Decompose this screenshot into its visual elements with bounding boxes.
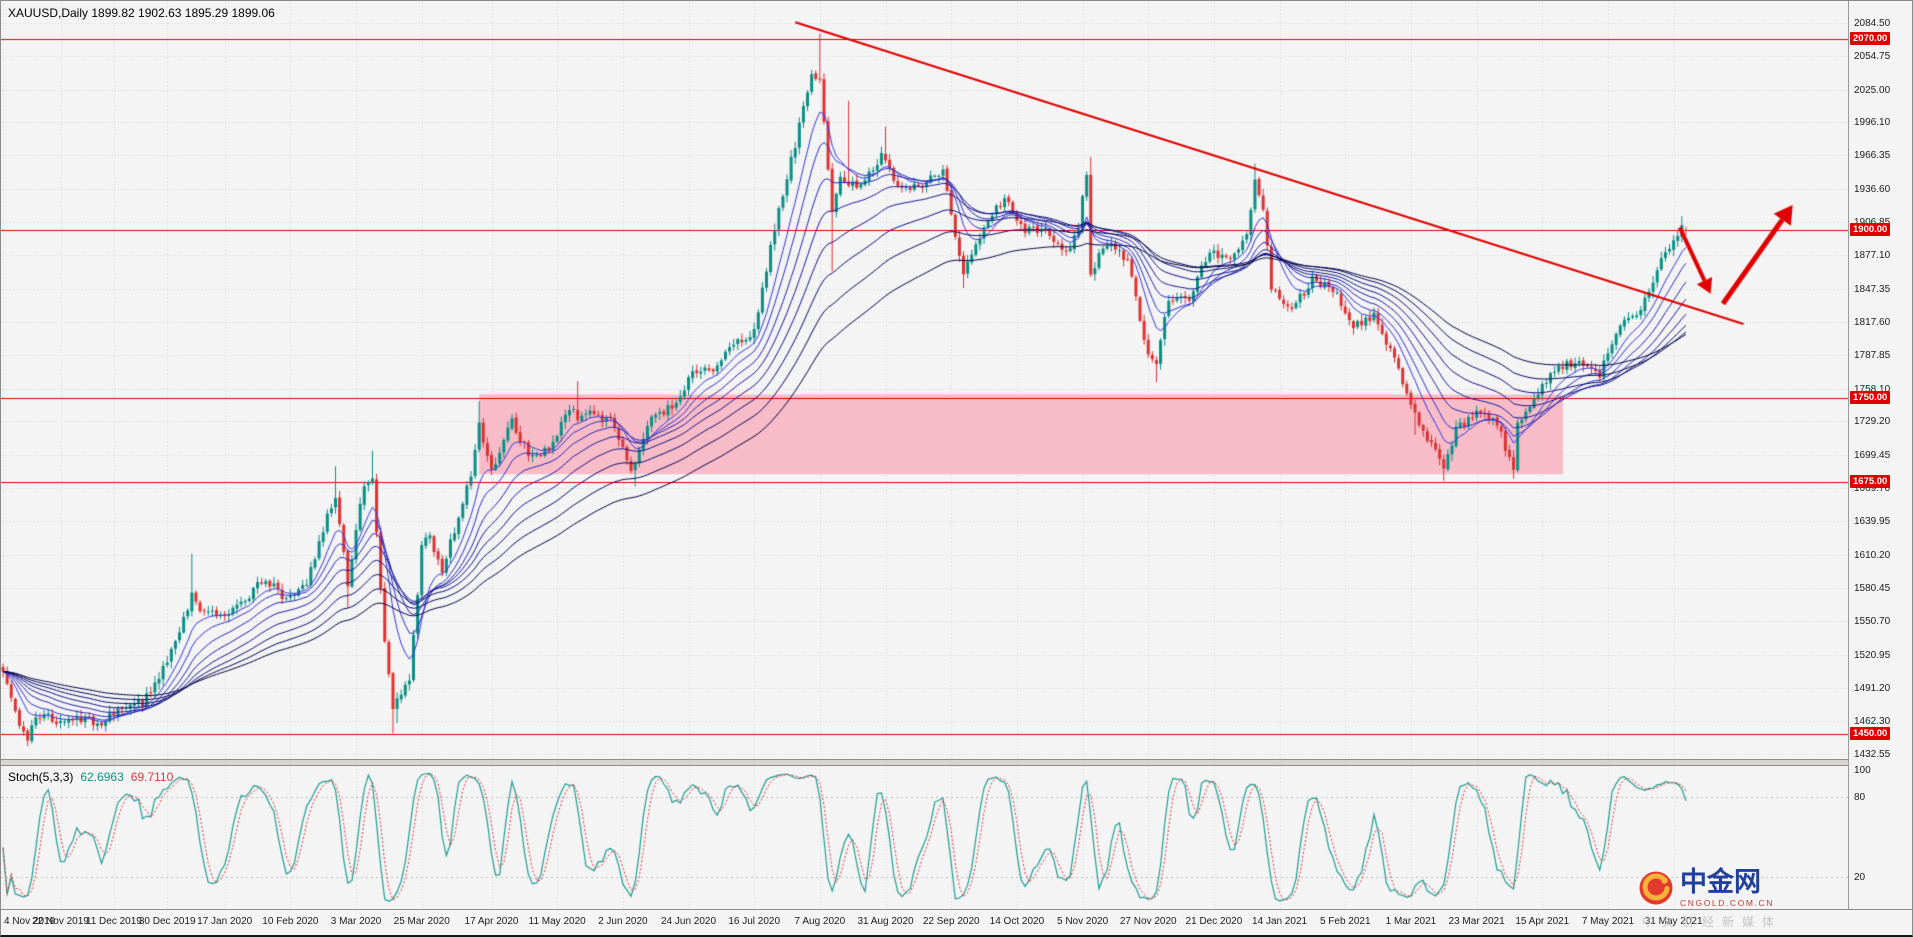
- price-axis-label: 1580.45: [1854, 583, 1891, 595]
- price-level-tag: 1750.00: [1850, 390, 1891, 404]
- date-axis-label: 14 Oct 2020: [989, 916, 1045, 927]
- price-axis-label: 1877.10: [1854, 250, 1891, 262]
- stochastic-label: Stoch(5,3,3) 62.6963 69.7110: [8, 770, 180, 784]
- stochastic-canvas[interactable]: [1, 766, 1850, 909]
- stoch-name: Stoch(5,3,3): [8, 770, 74, 784]
- price-axis-label: 1550.70: [1854, 616, 1891, 628]
- date-axis-label: 10 Feb 2020: [262, 916, 319, 927]
- cngold-logo-text: 中金网 CNGOLD.COM.CN: [1680, 869, 1774, 908]
- price-axis-label: 1906.85: [1854, 217, 1890, 228]
- price-level-tag: 1675.00: [1850, 475, 1891, 489]
- cngold-watermark: 中金网 CNGOLD.COM.CN: [1639, 869, 1774, 908]
- price-axis-label: 1787.85: [1854, 350, 1891, 362]
- date-axis-label: 27 Nov 2020: [1119, 916, 1177, 927]
- date-axis-label: 4 Nov 2019: [4, 916, 56, 927]
- date-axis-label: 17 Jan 2020: [197, 916, 253, 927]
- price-axis-label: 1669.70: [1854, 482, 1891, 494]
- date-axis-label: 17 Apr 2020: [464, 916, 519, 927]
- price-axis-label: 1432.55: [1854, 748, 1891, 760]
- price-level-tag: 2070.00: [1850, 32, 1891, 46]
- price-axis-label: 1729.20: [1854, 416, 1891, 428]
- price-axis-label: 1936.60: [1854, 183, 1891, 195]
- date-axis-label: 22 Sep 2020: [922, 916, 980, 927]
- date-axis-label: 11 Dec 2019: [85, 916, 142, 927]
- cngold-logo-icon: [1639, 871, 1673, 905]
- price-axis-label: 2025.00: [1854, 84, 1891, 96]
- price-chart-canvas[interactable]: [1, 1, 1850, 759]
- price-axis-label: 1966.35: [1854, 150, 1891, 162]
- date-axis-label: 7 May 2021: [1581, 916, 1635, 927]
- date-axis-label: 5 Nov 2020: [1056, 916, 1109, 927]
- date-axis-label: 30 Dec 2019: [138, 916, 196, 927]
- date-axis-label: 22 Nov 2019: [32, 916, 89, 927]
- date-axis-label: 7 Aug 2020: [794, 916, 846, 927]
- date-axis-label: 25 Mar 2020: [393, 916, 450, 927]
- date-axis-label: 15 Apr 2021: [1515, 916, 1570, 927]
- stoch-k-value: 62.6963: [80, 770, 124, 784]
- date-axis-label: 31 May 2021: [1644, 916, 1703, 927]
- price-axis-label: 1491.20: [1854, 683, 1891, 695]
- symbol-ohlc-label: XAUUSD,Daily 1899.82 1902.63 1895.29 189…: [8, 6, 275, 20]
- price-axis-label: 1758.10: [1854, 383, 1891, 395]
- price-axis-label: 2054.75: [1854, 51, 1891, 63]
- date-axis-label: 21 Dec 2020: [1185, 916, 1243, 927]
- stoch-axis-label: 20: [1854, 872, 1866, 884]
- price-axis[interactable]: 2084.50 2054.75 2025.00 1996.10 1966.35 1936.…: [1848, 1, 1912, 909]
- symbol-title-text: XAUUSD,Daily 1899.82 1902.63 1895.29 189…: [8, 6, 275, 20]
- date-axis-label: 24 Jun 2020: [660, 916, 717, 927]
- stoch-axis-label: 100: [1854, 765, 1871, 776]
- price-level-tag: 1450.00: [1850, 727, 1891, 741]
- price-axis-label: 1610.20: [1854, 549, 1891, 561]
- time-axis[interactable]: 4 Nov 2019 22 Nov 2019 11 Dec 2019 30 Dec 2…: [1, 909, 1912, 935]
- price-axis-label: 1817.60: [1854, 317, 1891, 329]
- stoch-axis-label: 80: [1854, 791, 1866, 803]
- brand-domain: CNGOLD.COM.CN: [1680, 898, 1774, 908]
- date-axis-label: 14 Jan 2021: [1252, 916, 1308, 927]
- price-axis-label: 1847.35: [1854, 283, 1891, 295]
- pane-separator[interactable]: [1, 759, 1912, 766]
- watermark-tagline: 中文财经新媒体: [1641, 915, 1782, 929]
- date-axis-label: 31 Aug 2020: [857, 916, 914, 927]
- price-axis-label: 1639.95: [1854, 516, 1891, 528]
- date-axis-label: 3 Mar 2020: [330, 916, 382, 927]
- price-axis-label: 1462.30: [1854, 715, 1891, 727]
- price-axis-label: 1699.45: [1854, 449, 1891, 461]
- date-axis-label: 16 Jul 2020: [728, 916, 781, 927]
- stoch-d-value: 69.7110: [130, 770, 174, 784]
- date-axis-label: 5 Feb 2021: [1319, 916, 1371, 927]
- date-axis-label: 23 Mar 2021: [1448, 916, 1505, 927]
- price-axis-label: 2084.50: [1854, 17, 1891, 29]
- date-axis-label: 11 May 2020: [528, 916, 586, 927]
- price-level-tag: 1900.00: [1850, 222, 1891, 236]
- date-axis-label: 2 Jun 2020: [598, 916, 648, 927]
- price-axis-label: 1996.10: [1854, 116, 1891, 128]
- date-axis-label: 1 Mar 2021: [1385, 916, 1437, 927]
- price-axis-label: 1520.95: [1854, 649, 1891, 661]
- brand-name: 中金网: [1680, 867, 1761, 898]
